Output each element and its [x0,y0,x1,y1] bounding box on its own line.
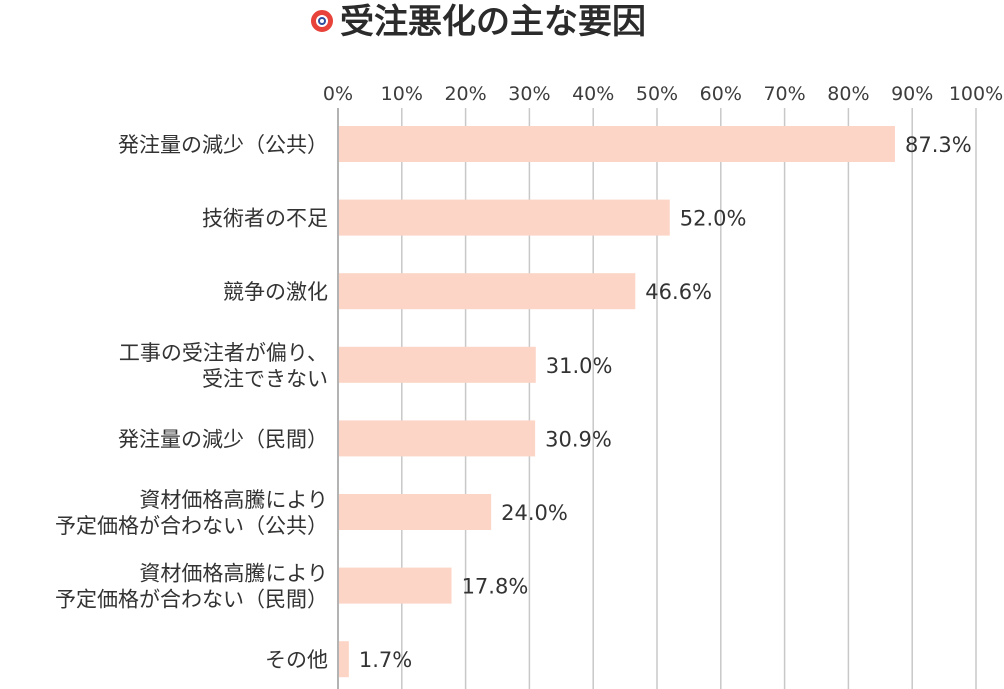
value-label: 46.6% [645,280,712,304]
category-labels: 発注量の減少（公共） 技術者の不足競争の激化工事の受注者が偏り、受注できない発注量… [55,133,328,672]
x-tick-label: 100% [949,83,1003,105]
value-label: 30.9% [545,427,612,451]
x-tick-label: 0% [323,83,353,105]
bar [339,199,670,236]
x-tick-label: 50% [636,83,678,105]
category-label: 発注量の減少（公共） [118,133,328,157]
x-tick-label: 90% [891,83,933,105]
category-label: 技術者の不足 [202,207,328,231]
x-tick-label: 10% [381,83,423,105]
x-tick-label: 20% [444,83,486,105]
category-label: 競争の激化 [223,280,328,304]
category-label: 予定価格が合わない（民間） [55,588,328,612]
chart-title-group: 受注悪化の主な要因 [311,2,646,42]
value-labels: 87.3% 52.0% 46.6% 31.0% 30.9% 24.0% 17.8% 1.7% [359,133,972,672]
value-label: 1.7% [359,648,412,672]
category-label: 受注できない [202,367,328,391]
bar [339,346,536,383]
value-label: 52.0% [680,207,747,231]
x-tick-label: 30% [508,83,550,105]
category-label: 資材価格高騰により [139,562,328,586]
value-label: 17.8% [462,575,529,599]
value-label: 24.0% [501,501,568,525]
bar [339,494,492,530]
gridlines [401,108,977,689]
category-label: 発注量の減少（民間） [118,427,328,451]
x-tick-label: 70% [763,83,805,105]
bar [339,567,452,604]
category-label: 予定価格が合わない（公共） [55,514,328,538]
x-tick-label: 80% [827,83,869,105]
bar [339,126,895,162]
bar [339,641,349,678]
category-label: その他 [265,648,328,672]
x-tick-label: 40% [572,83,614,105]
x-tick-label: 60% [700,83,742,105]
chart-title: 受注悪化の主な要因 [340,2,646,42]
ring-icon [311,10,333,32]
value-label: 31.0% [546,354,613,378]
bar [339,420,536,457]
bar [339,273,636,310]
x-axis-ticks: 0% 10% 20% 30% 40% 50% 60% 70% 80% 90% 100% [323,83,1003,105]
bars [339,126,895,678]
category-label: 資材価格高騰により [139,488,328,512]
category-label: 工事の受注者が偏り、 [119,341,328,365]
value-label: 87.3% [905,133,972,157]
